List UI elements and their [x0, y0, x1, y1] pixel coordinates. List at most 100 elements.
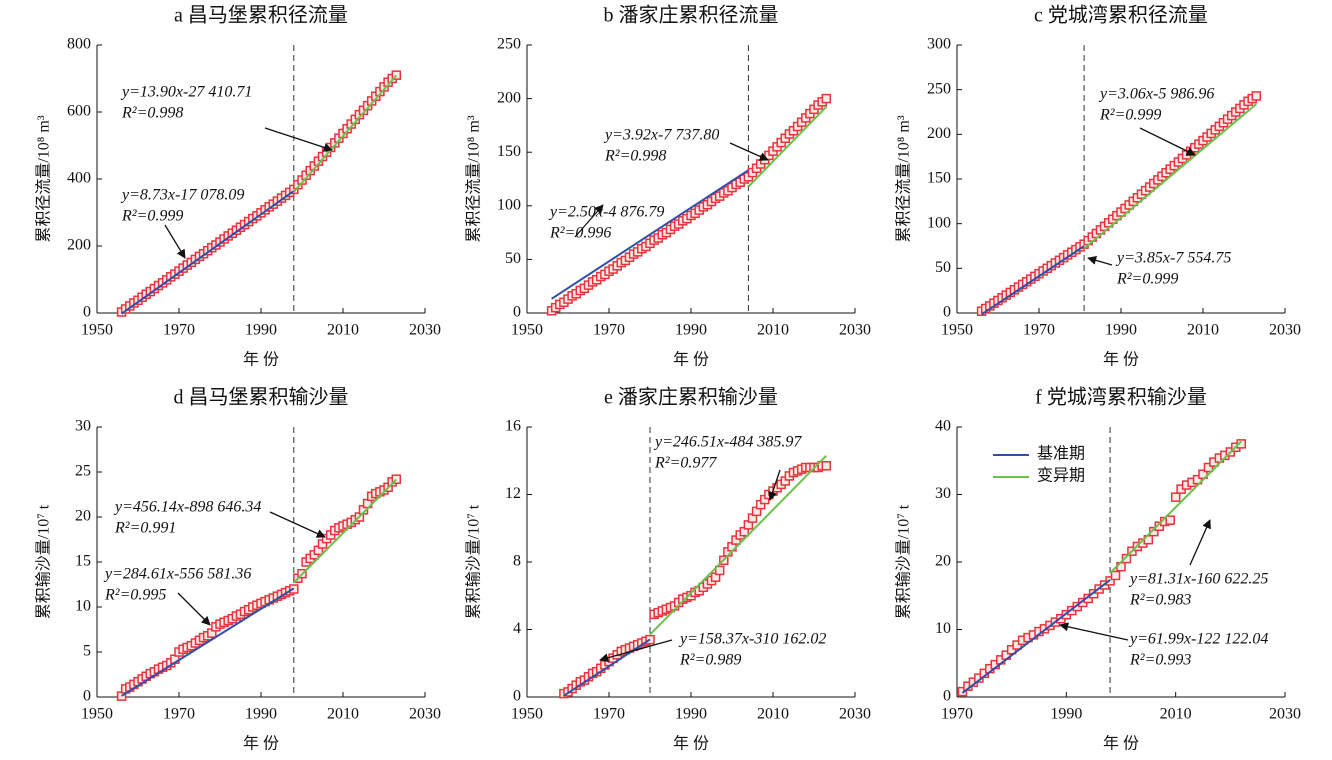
y-axis-label: 累积输沙量/10⁷ t: [895, 504, 913, 619]
y-axis-label: 累积径流量/10⁸ m³: [465, 115, 483, 242]
annotation-arrow: [729, 142, 769, 161]
y-tick-label: 150: [497, 143, 521, 160]
y-tick-label: 600: [67, 103, 91, 120]
y-tick-label: 400: [67, 170, 91, 187]
y-tick-label: 8: [513, 553, 521, 570]
x-tick-label: 1970: [941, 706, 973, 723]
annotation: y=2.50x-4 876.79: [548, 204, 664, 221]
data-point: [391, 474, 402, 484]
x-tick-label: 2010: [1187, 322, 1219, 339]
y-tick-label: 0: [943, 304, 951, 321]
data-point: [821, 461, 832, 471]
chart-title: b 潘家庄累积径流量: [604, 4, 779, 27]
x-tick-label: 2010: [757, 706, 789, 723]
y-tick-label: 0: [83, 688, 91, 705]
x-axis-label: 年 份: [673, 351, 709, 369]
data-point: [1149, 526, 1159, 537]
annotation-arrow: [1189, 519, 1211, 566]
annotation: y=3.06x-5 986.96: [1098, 86, 1214, 103]
y-tick-label: 200: [927, 125, 951, 142]
y-tick-label: 0: [513, 688, 521, 705]
y-tick-label: 50: [935, 259, 951, 276]
x-tick-label: 2030: [409, 322, 441, 339]
fit-line: [747, 106, 828, 188]
x-tick-label: 1990: [1050, 706, 1082, 723]
annotation: y=246.51x-484 385.97: [653, 434, 802, 451]
annotation: R²=0.983: [1129, 592, 1191, 609]
y-tick-label: 200: [497, 89, 521, 106]
y-tick-label: 12: [505, 485, 521, 502]
annotation: R²=0.998: [121, 105, 183, 122]
x-axis-label: 年 份: [1103, 351, 1139, 369]
y-tick-label: 0: [513, 304, 521, 321]
annotation-arrow: [264, 127, 333, 152]
fit-line: [121, 190, 295, 315]
annotation: R²=0.999: [121, 208, 183, 225]
x-tick-label: 1990: [675, 706, 707, 723]
annotation: R²=0.999: [1099, 107, 1161, 124]
x-tick-label: 1970: [1023, 322, 1055, 339]
x-tick-label: 2030: [1269, 322, 1301, 339]
y-tick-label: 30: [935, 485, 951, 502]
annotation-arrow: [1139, 127, 1196, 156]
annotation: R²=0.989: [679, 652, 741, 669]
annotation: y=284.61x-556 581.36: [103, 566, 251, 583]
y-tick-label: 50: [505, 250, 521, 267]
annotation: y=456.14x-898 646.34: [113, 499, 261, 516]
annotation: R²=0.977: [654, 455, 717, 472]
annotation: y=61.99x-122 122.04: [1128, 631, 1268, 648]
data-point: [1236, 439, 1247, 449]
fit-line: [551, 169, 749, 300]
fit-line: [649, 454, 828, 636]
fit-line: [981, 245, 1085, 316]
chart-title: c 党城湾累积径流量: [1034, 4, 1208, 27]
annotation: y=8.73x-17 078.09: [120, 187, 244, 204]
y-tick-label: 40: [935, 418, 951, 435]
data-point: [1251, 91, 1262, 101]
x-tick-label: 2030: [839, 706, 871, 723]
x-axis-label: 年 份: [243, 735, 279, 753]
x-tick-label: 2010: [1160, 706, 1192, 723]
annotation: y=158.37x-310 162.02: [678, 631, 826, 648]
annotation: R²=0.995: [104, 587, 166, 604]
annotation: R²=0.999: [1116, 271, 1178, 288]
data-point: [1165, 515, 1175, 525]
y-tick-label: 250: [927, 80, 951, 97]
x-tick-label: 2030: [839, 322, 871, 339]
y-axis-label: 累积径流量/10⁸ m³: [35, 115, 53, 242]
chart-title: a 昌马堡累积径流量: [174, 4, 348, 27]
data-point: [1121, 553, 1132, 564]
data-point: [1170, 492, 1181, 502]
annotation-arrow: [177, 592, 211, 626]
annotation-arrow: [599, 639, 673, 663]
x-tick-label: 1950: [511, 322, 543, 339]
x-tick-label: 2030: [1269, 706, 1301, 723]
x-tick-label: 1970: [593, 706, 625, 723]
annotation: R²=0.991: [114, 520, 176, 537]
y-tick-label: 200: [67, 237, 91, 254]
y-tick-label: 25: [75, 463, 91, 480]
fit-line: [121, 587, 295, 697]
fit-line: [293, 74, 398, 193]
x-tick-label: 1990: [245, 322, 277, 339]
y-tick-label: 20: [935, 553, 951, 570]
y-axis-label: 累积径流量/10⁸ m³: [895, 115, 913, 242]
x-axis-label: 年 份: [1103, 735, 1139, 753]
data-point: [714, 565, 725, 576]
y-tick-label: 0: [943, 688, 951, 705]
x-tick-label: 1950: [81, 706, 113, 723]
y-axis-label: 累积输沙量/10⁷ t: [465, 504, 483, 619]
x-tick-label: 1950: [511, 706, 543, 723]
fit-line: [293, 478, 398, 584]
x-tick-label: 1970: [593, 322, 625, 339]
annotation: y=3.85x-7 554.75: [1115, 250, 1231, 267]
annotation-arrow: [768, 469, 781, 501]
annotation: R²=0.993: [1129, 652, 1191, 669]
y-tick-label: 100: [497, 196, 521, 213]
data-point: [957, 686, 968, 697]
legend-label: 变异期: [1037, 467, 1085, 485]
